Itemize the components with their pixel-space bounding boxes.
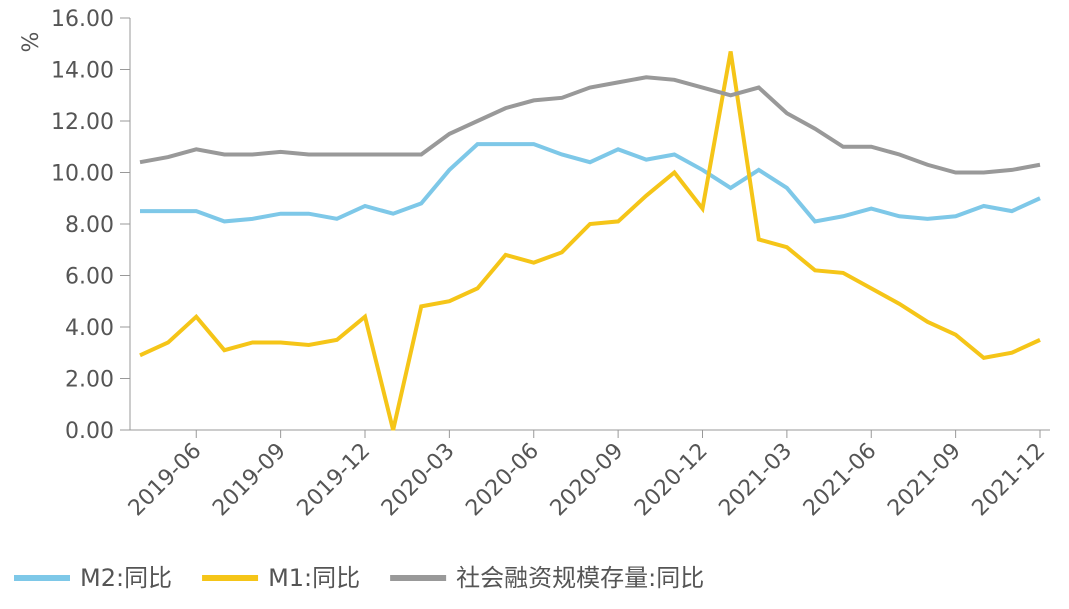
y-tick-label: 12.00 [51,110,114,135]
x-tick-label: 2021-09 [883,439,966,522]
x-tick-label: 2020-12 [630,439,713,522]
y-tick-label: 4.00 [65,316,114,341]
y-tick-label: 14.00 [51,59,114,84]
y-tick-label: 8.00 [65,213,114,238]
y-axis-label: % [19,32,44,53]
x-tick-label: 2020-09 [546,439,629,522]
x-tick-label: 2019-12 [293,439,376,522]
legend-label: M1:同比 [268,564,360,592]
legend-label: M2:同比 [80,564,172,592]
y-tick-label: 6.00 [65,265,114,290]
x-tick-label: 2020-03 [377,439,460,522]
chart: % 0.00 2.00 4.00 6.00 8.00 10.00 12.00 14.00 16.… [0,0,1069,605]
y-tick-label: 0.00 [65,419,114,444]
x-tick-label: 2021-03 [714,439,797,522]
x-tick-label: 2020-06 [461,439,544,522]
x-tick-label: 2021-12 [968,439,1051,522]
x-tick-label: 2019-06 [124,439,207,522]
y-tick-label: 10.00 [51,162,114,187]
y-tick-label: 2.00 [65,368,114,393]
x-tick-label: 2021-06 [799,439,882,522]
series-line [140,77,1040,172]
series-line [140,51,1040,430]
x-tick-label: 2019-09 [208,439,291,522]
y-tick-label: 16.00 [51,7,114,32]
legend-label: 社会融资规模存量:同比 [456,564,704,592]
